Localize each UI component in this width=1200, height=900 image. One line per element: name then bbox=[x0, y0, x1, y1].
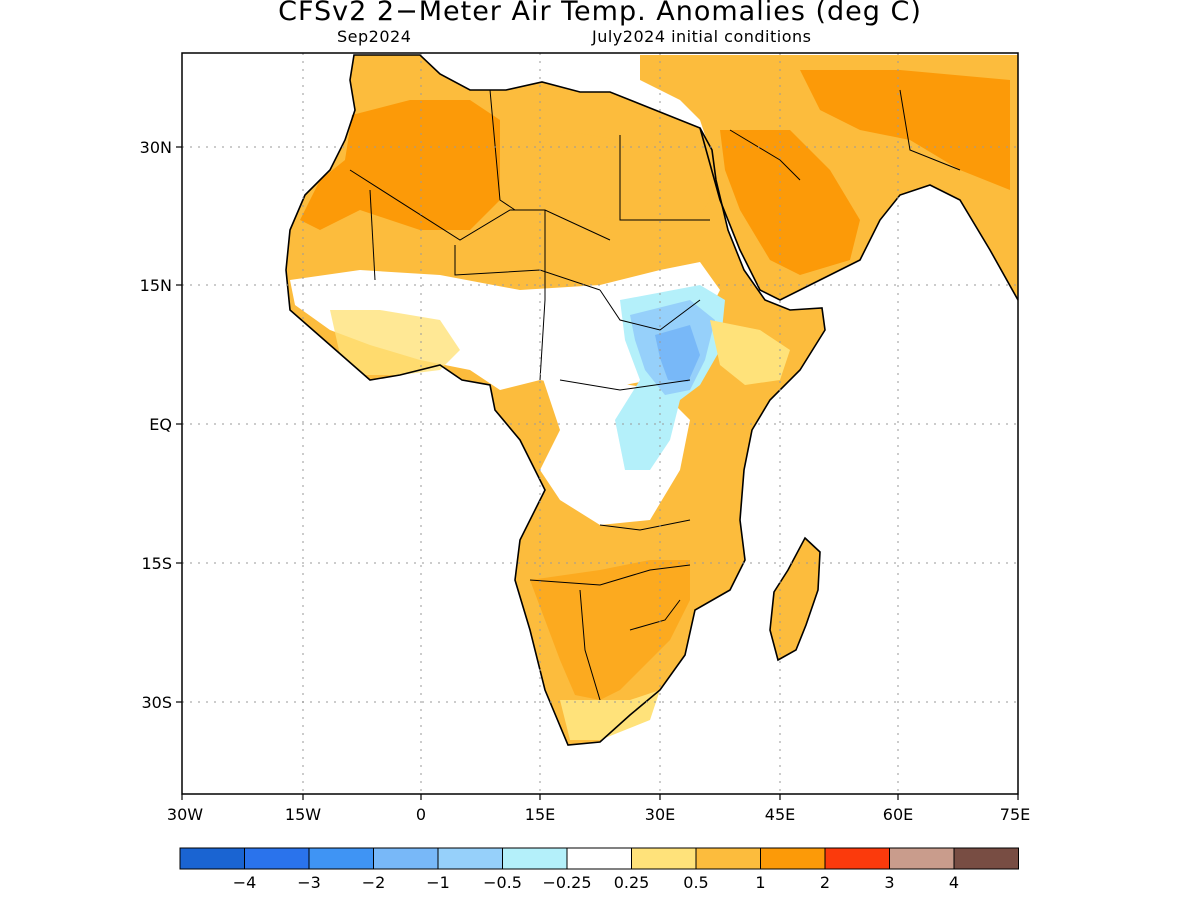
light-warm-south-coast bbox=[560, 690, 660, 740]
initial-conditions: July2024 initial conditions bbox=[592, 27, 812, 46]
legend-label: 0.5 bbox=[683, 873, 708, 892]
legend-label: −2 bbox=[362, 873, 386, 892]
coastlines bbox=[285, 54, 1018, 746]
legend-swatch bbox=[824, 847, 890, 870]
anomaly-southern-africa bbox=[530, 560, 690, 700]
lon-label-75e: 75E bbox=[1000, 805, 1030, 824]
legend-swatch bbox=[631, 847, 697, 870]
light-warm-horn bbox=[710, 320, 790, 385]
arabia-coastline bbox=[699, 127, 1018, 301]
madagascar-coastline bbox=[769, 536, 821, 662]
land-mass-madagascar bbox=[770, 538, 820, 660]
legend-label: −4 bbox=[233, 873, 257, 892]
map-title: CFSv2 2−Meter Air Temp. Anomalies (deg C… bbox=[278, 0, 922, 27]
lat-label-30s: 30S bbox=[141, 693, 172, 712]
legend-swatch bbox=[760, 847, 826, 870]
legend-label: −0.5 bbox=[483, 873, 522, 892]
lat-label-30n: 30N bbox=[140, 138, 172, 157]
forecast-month: Sep2024 bbox=[337, 27, 412, 46]
anomaly-sahara-strong bbox=[300, 100, 500, 230]
lon-label-15w: 15W bbox=[285, 805, 321, 824]
legend-swatch bbox=[953, 847, 1019, 870]
lon-label-60e: 60E bbox=[883, 805, 913, 824]
legend-swatch bbox=[244, 847, 310, 870]
lon-label-30e: 30E bbox=[645, 805, 675, 824]
anomaly-arabia-strong bbox=[720, 130, 860, 275]
anomaly-iran-strong bbox=[800, 70, 1010, 190]
lon-label-30w: 30W bbox=[167, 805, 203, 824]
anomaly-field bbox=[286, 55, 1018, 745]
cool-anomaly-core bbox=[655, 325, 700, 382]
lat-label-eq: EQ bbox=[149, 415, 172, 434]
legend-label: 3 bbox=[884, 873, 894, 892]
legend-label: 0.25 bbox=[614, 873, 650, 892]
legend-swatch bbox=[373, 847, 439, 870]
legend-label: −0.25 bbox=[542, 873, 591, 892]
legend-label: 4 bbox=[949, 873, 959, 892]
legend-swatch bbox=[437, 847, 503, 870]
legend-swatch bbox=[889, 847, 955, 870]
legend-swatch bbox=[502, 847, 568, 870]
tick-marks bbox=[176, 146, 1019, 800]
legend-label: 2 bbox=[820, 873, 830, 892]
lat-label-15s: 15S bbox=[141, 554, 172, 573]
neutral-sahel-band bbox=[290, 262, 720, 390]
legend-swatch bbox=[695, 847, 761, 870]
legend-label: −1 bbox=[426, 873, 450, 892]
lon-label-45e: 45E bbox=[765, 805, 795, 824]
africa-coastline bbox=[285, 54, 826, 746]
legend-label: −3 bbox=[297, 873, 321, 892]
legend-swatch bbox=[179, 847, 245, 870]
country-borders bbox=[349, 89, 961, 701]
lon-label-0: 0 bbox=[416, 805, 426, 824]
light-warm-gulf-guinea bbox=[330, 310, 460, 375]
legend-label: 1 bbox=[755, 873, 765, 892]
anomaly-libya-egypt bbox=[500, 130, 710, 220]
legend-swatch bbox=[566, 847, 632, 870]
legend-swatch bbox=[308, 847, 374, 870]
color-legend: −4 −3 −2 −1 −0.5 −0.25 0.25 0.5 1 2 3 4 bbox=[179, 847, 1019, 892]
lon-label-15e: 15E bbox=[525, 805, 555, 824]
gridlines bbox=[182, 53, 1018, 794]
lat-label-15n: 15N bbox=[140, 276, 172, 295]
